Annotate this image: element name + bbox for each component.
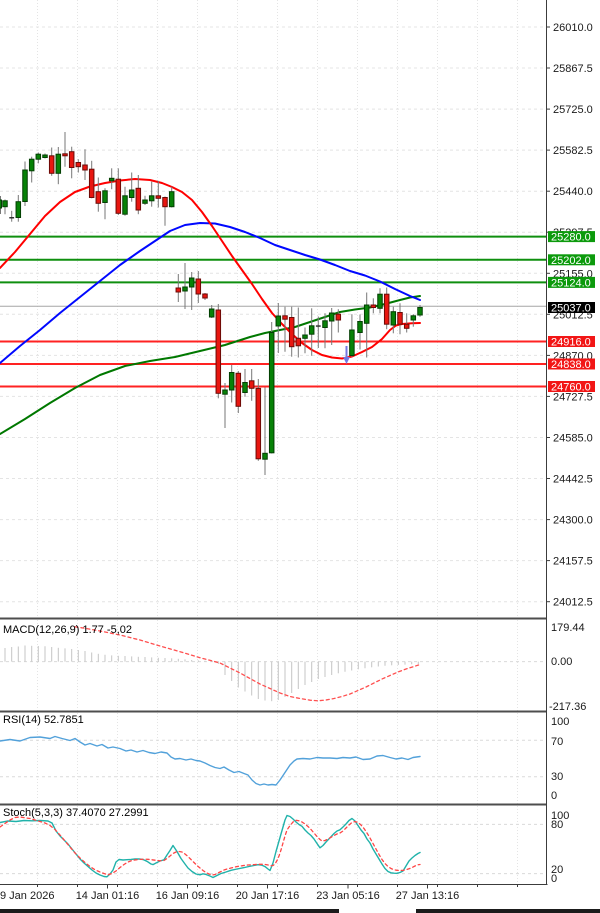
svg-text:25440.0: 25440.0 — [553, 186, 593, 198]
svg-text:RSI(14) 52.7851: RSI(14) 52.7851 — [3, 714, 84, 726]
svg-text:9 Jan 2026: 9 Jan 2026 — [0, 890, 54, 902]
svg-text:27 Jan 13:16: 27 Jan 13:16 — [396, 890, 460, 902]
svg-text:25037.0: 25037.0 — [551, 303, 591, 315]
svg-text:14 Jan 01:16: 14 Jan 01:16 — [76, 890, 140, 902]
svg-text:70: 70 — [551, 736, 563, 748]
svg-text:26010.0: 26010.0 — [553, 22, 593, 34]
svg-text:0: 0 — [551, 790, 557, 802]
svg-text:25202.0: 25202.0 — [551, 255, 591, 267]
svg-text:0: 0 — [551, 873, 557, 885]
svg-text:24760.0: 24760.0 — [551, 382, 591, 394]
svg-text:24012.5: 24012.5 — [553, 597, 593, 609]
svg-text:16 Jan 09:16: 16 Jan 09:16 — [156, 890, 220, 902]
svg-text:25725.0: 25725.0 — [553, 104, 593, 116]
svg-text:24838.0: 24838.0 — [551, 359, 591, 371]
svg-text:30: 30 — [551, 771, 563, 783]
svg-text:23 Jan 05:16: 23 Jan 05:16 — [316, 890, 380, 902]
svg-text:24157.5: 24157.5 — [553, 556, 593, 568]
svg-text:24585.0: 24585.0 — [553, 433, 593, 445]
svg-text:25582.5: 25582.5 — [553, 145, 593, 157]
svg-text:MACD(12,26,9) 1.77 -5,02: MACD(12,26,9) 1.77 -5,02 — [3, 624, 132, 636]
svg-text:Stoch(5,3,3) 37.4070 27.2991: Stoch(5,3,3) 37.4070 27.2991 — [3, 807, 149, 819]
svg-text:24442.5: 24442.5 — [553, 474, 593, 486]
svg-text:20 Jan 17:16: 20 Jan 17:16 — [236, 890, 300, 902]
svg-text:24727.5: 24727.5 — [553, 391, 593, 403]
svg-text:100: 100 — [551, 810, 569, 822]
svg-text:24300.0: 24300.0 — [553, 515, 593, 527]
svg-text:20: 20 — [551, 864, 563, 876]
svg-text:179.44: 179.44 — [551, 622, 585, 634]
svg-text:-217.36: -217.36 — [549, 701, 586, 713]
svg-text:25867.5: 25867.5 — [553, 63, 593, 75]
svg-text:25280.0: 25280.0 — [551, 232, 591, 244]
svg-text:24916.0: 24916.0 — [551, 337, 591, 349]
svg-text:80: 80 — [551, 819, 563, 831]
svg-text:0.00: 0.00 — [551, 656, 572, 668]
svg-text:25124.0: 25124.0 — [551, 277, 591, 289]
svg-text:100: 100 — [551, 716, 569, 728]
